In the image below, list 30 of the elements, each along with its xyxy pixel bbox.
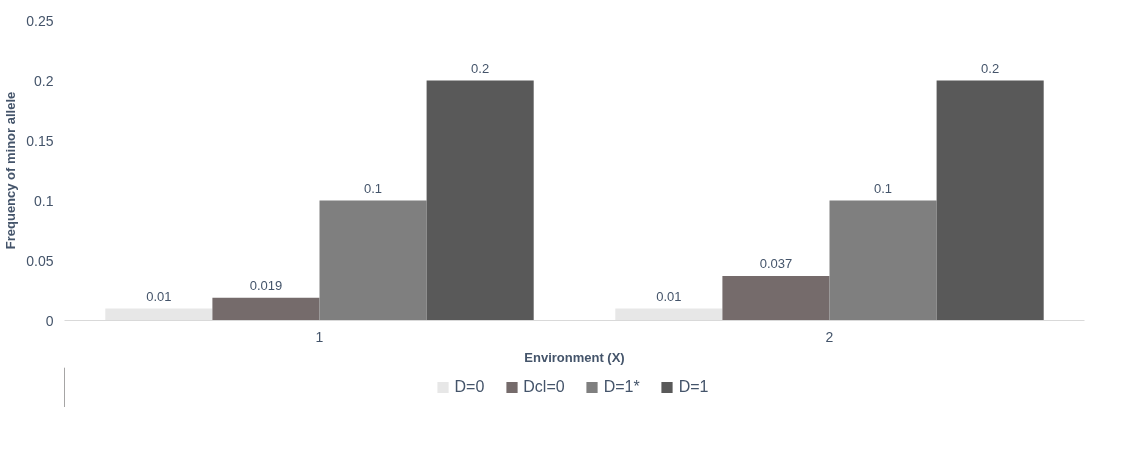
y-tick-label: 0.15	[26, 132, 54, 149]
bar	[426, 80, 534, 321]
bar	[829, 200, 937, 321]
data-label: 0.019	[249, 277, 283, 293]
y-tick-label: 0.25	[26, 12, 54, 29]
bar	[105, 308, 213, 321]
y-axis-title: Frequency of minor allele	[3, 91, 19, 250]
bar	[722, 276, 830, 321]
bar	[319, 200, 427, 321]
data-label: 0.1	[874, 180, 893, 196]
legend-label: Dcl=0	[523, 378, 565, 396]
legend-label: D=1*	[603, 378, 640, 396]
y-tick-label: 0.05	[26, 252, 54, 269]
x-tick-label: 2	[825, 328, 834, 345]
legend-label: D=1	[678, 378, 709, 396]
data-label: 0.2	[981, 60, 1000, 76]
data-label: 0.1	[364, 180, 383, 196]
data-label: 0.037	[759, 256, 793, 272]
data-label: 0.01	[656, 288, 682, 304]
y-tick-label: 0.2	[34, 72, 54, 89]
y-tick-label: 0	[45, 312, 54, 329]
legend-label: D=0	[454, 378, 485, 396]
bar	[936, 80, 1044, 321]
data-label: 0.2	[471, 60, 490, 76]
y-tick-label: 0.1	[34, 192, 54, 209]
data-label: 0.01	[146, 288, 172, 304]
x-axis-title: Environment (X)	[524, 349, 625, 365]
bar	[615, 308, 723, 321]
x-tick-label: 1	[315, 328, 324, 345]
bar	[212, 297, 320, 321]
